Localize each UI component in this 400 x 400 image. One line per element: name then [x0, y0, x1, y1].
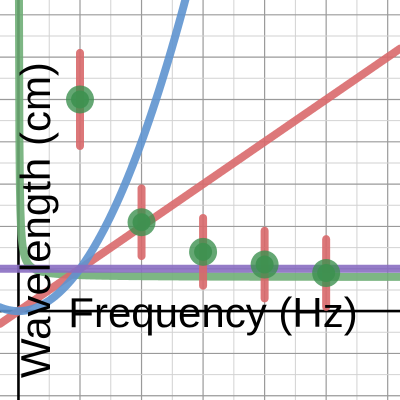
data-point-core [194, 242, 213, 261]
curve-quadratic [0, 0, 190, 316]
data-point-core [71, 90, 89, 109]
data-point-core [132, 213, 151, 232]
data-point-core [317, 264, 336, 283]
data-point-group [66, 48, 341, 311]
curve-linear [0, 44, 400, 328]
x-axis-title: Frequency (Hz) [68, 289, 357, 336]
data-point-core [255, 255, 274, 274]
y-axis-title: Wavelength (cm) [12, 62, 59, 378]
